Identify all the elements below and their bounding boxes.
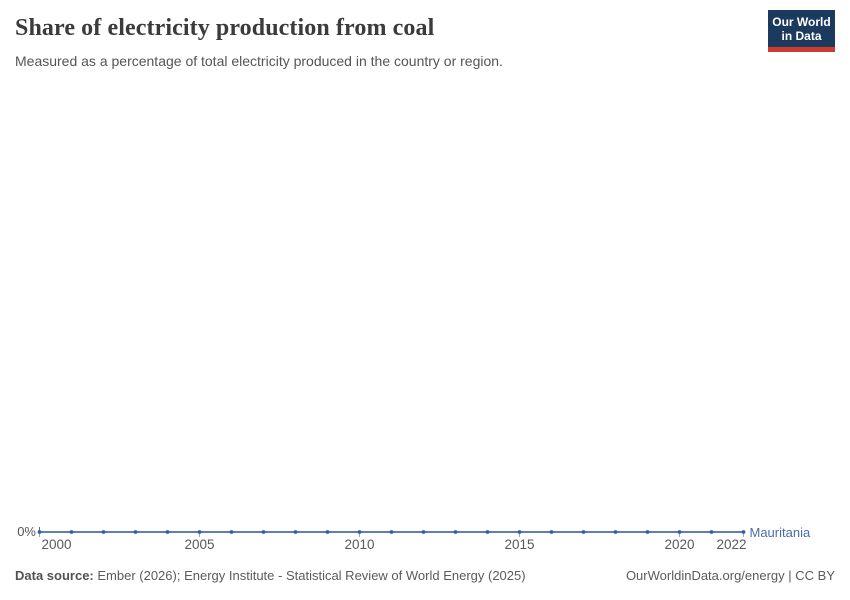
data-point-2008[interactable] <box>293 530 298 534</box>
x-tick-label-2022: 2022 <box>716 537 747 552</box>
data-point-2001[interactable] <box>69 530 74 534</box>
x-tick-label-2005: 2005 <box>184 537 215 552</box>
x-tick-label-2000: 2000 <box>41 537 72 552</box>
data-point-2011[interactable] <box>389 530 394 534</box>
data-point-2007[interactable] <box>261 530 266 534</box>
data-point-2017[interactable] <box>581 530 586 534</box>
data-point-2022[interactable] <box>741 530 746 534</box>
data-point-2016[interactable] <box>549 530 554 534</box>
y-axis-tick-label: 0% <box>17 524 36 539</box>
data-point-2005[interactable] <box>197 530 202 534</box>
data-point-2021[interactable] <box>709 530 714 534</box>
data-point-2003[interactable] <box>133 530 138 534</box>
datasource-label: Data source: <box>15 568 94 583</box>
data-point-2019[interactable] <box>645 530 650 534</box>
data-point-2014[interactable] <box>485 530 490 534</box>
owid-logo-line1: Our World <box>772 14 831 29</box>
data-point-2002[interactable] <box>101 530 106 534</box>
data-point-2004[interactable] <box>165 530 170 534</box>
data-point-2015[interactable] <box>517 530 522 534</box>
chart-subtitle: Measured as a percentage of total electr… <box>15 53 503 69</box>
data-point-2010[interactable] <box>357 530 362 534</box>
data-point-2018[interactable] <box>613 530 618 534</box>
data-point-2013[interactable] <box>453 530 458 534</box>
data-point-2009[interactable] <box>325 530 330 534</box>
data-point-2020[interactable] <box>677 530 682 534</box>
owid-logo[interactable]: Our World in Data <box>768 10 835 52</box>
x-tick-label-2015: 2015 <box>504 537 535 552</box>
entity-label-mauritania[interactable]: Mauritania <box>749 524 811 540</box>
data-point-2012[interactable] <box>421 530 426 534</box>
datasource-note: Data source: Ember (2026); Energy Instit… <box>15 568 526 584</box>
datasource-text: Ember (2026); Energy Institute - Statist… <box>93 568 526 583</box>
owid-logo-text: Our World in Data <box>772 15 830 43</box>
owid-logo-line2: in Data <box>781 28 822 43</box>
attribution-link[interactable]: OurWorldinData.org/energy | CC BY <box>625 568 835 583</box>
x-tick-label-2020: 2020 <box>664 537 695 552</box>
page-title: Share of electricity production from coa… <box>15 15 435 41</box>
data-point-2006[interactable] <box>229 530 234 534</box>
x-tick-label-2010: 2010 <box>344 537 375 552</box>
data-point-2000[interactable] <box>37 530 42 534</box>
